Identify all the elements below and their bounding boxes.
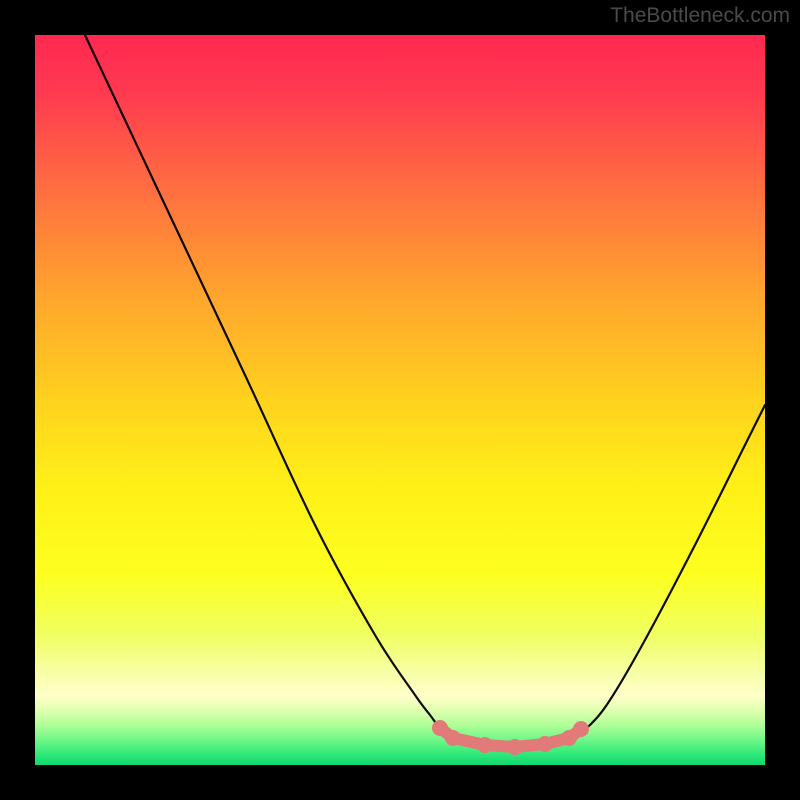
- optimal-point-marker: [537, 736, 553, 752]
- plot-area: [35, 35, 765, 765]
- optimal-point-marker: [573, 721, 589, 737]
- optimal-point-marker: [445, 730, 461, 746]
- optimal-point-marker: [432, 720, 448, 736]
- watermark-text: TheBottleneck.com: [610, 4, 790, 28]
- optimal-point-marker: [507, 739, 523, 755]
- optimal-point-marker: [477, 737, 493, 753]
- optimal-range-markers: [35, 35, 765, 765]
